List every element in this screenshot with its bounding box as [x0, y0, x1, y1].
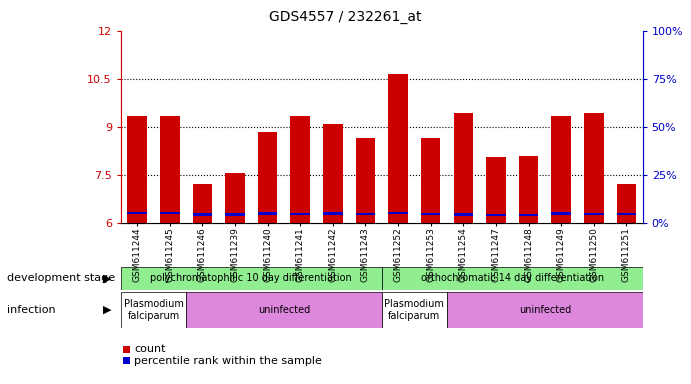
- Bar: [421, 213, 440, 215]
- Bar: [486, 157, 506, 223]
- Text: uninfected: uninfected: [258, 305, 310, 315]
- Bar: [193, 214, 212, 216]
- Bar: [388, 74, 408, 223]
- Bar: [323, 124, 343, 223]
- Bar: [160, 116, 180, 223]
- Bar: [486, 214, 506, 216]
- Bar: [421, 138, 440, 223]
- Text: ▶: ▶: [103, 305, 111, 315]
- Bar: [584, 213, 603, 215]
- Bar: [186, 292, 382, 328]
- Bar: [382, 267, 643, 290]
- Bar: [616, 213, 636, 215]
- Bar: [519, 214, 538, 216]
- Text: GDS4557 / 232261_at: GDS4557 / 232261_at: [269, 10, 422, 23]
- Text: polychromatophilic 10 day differentiation: polychromatophilic 10 day differentiatio…: [151, 273, 352, 283]
- Bar: [323, 212, 343, 215]
- Bar: [616, 184, 636, 223]
- Bar: [551, 212, 571, 215]
- Bar: [160, 212, 180, 214]
- Text: ▶: ▶: [103, 273, 111, 283]
- Bar: [127, 116, 147, 223]
- Bar: [290, 213, 310, 215]
- Bar: [290, 116, 310, 223]
- Text: count: count: [134, 344, 166, 354]
- Text: percentile rank within the sample: percentile rank within the sample: [134, 356, 322, 366]
- Bar: [551, 116, 571, 223]
- Bar: [447, 292, 643, 328]
- Text: development stage: development stage: [7, 273, 115, 283]
- Bar: [356, 213, 375, 215]
- Bar: [382, 292, 447, 328]
- Text: orthochromatic 14 day differentiation: orthochromatic 14 day differentiation: [421, 273, 604, 283]
- Bar: [127, 212, 147, 214]
- Text: Plasmodium
falciparum: Plasmodium falciparum: [124, 299, 184, 321]
- Text: Plasmodium
falciparum: Plasmodium falciparum: [384, 299, 444, 321]
- Bar: [258, 212, 278, 215]
- Bar: [225, 173, 245, 223]
- Bar: [584, 113, 603, 223]
- Bar: [356, 138, 375, 223]
- Bar: [388, 212, 408, 214]
- Bar: [258, 132, 278, 223]
- Bar: [453, 214, 473, 216]
- Text: uninfected: uninfected: [519, 305, 571, 315]
- Bar: [519, 157, 538, 223]
- Bar: [193, 184, 212, 223]
- Text: infection: infection: [7, 305, 55, 315]
- Bar: [121, 267, 382, 290]
- Bar: [121, 292, 186, 328]
- Bar: [453, 113, 473, 223]
- Bar: [225, 214, 245, 216]
